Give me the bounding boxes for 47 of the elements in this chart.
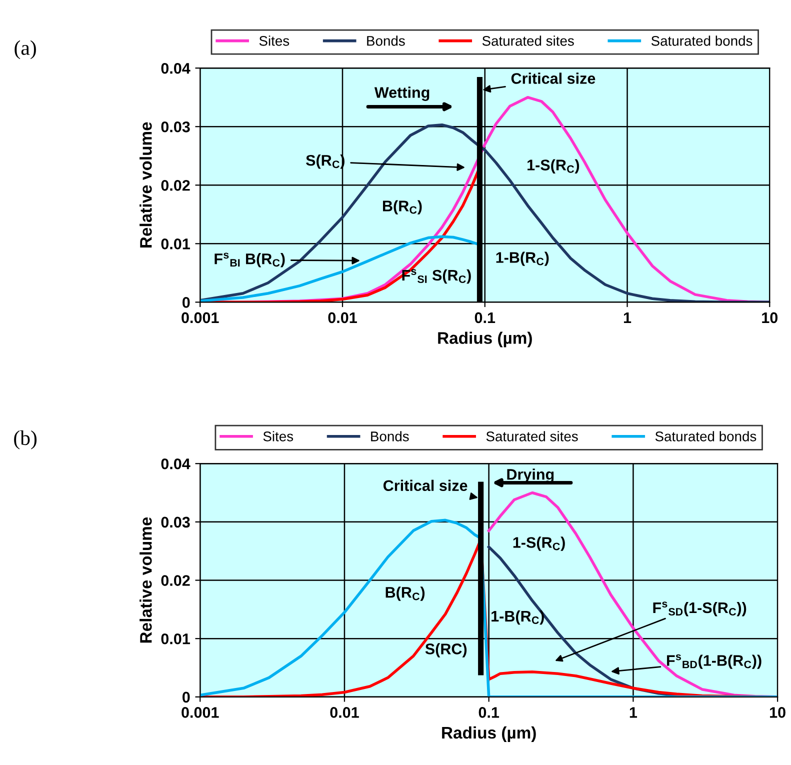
x-tick-label: 1 bbox=[624, 312, 632, 323]
y-tick-label: 0.03 bbox=[161, 516, 190, 528]
x-axis-title: Radius (µm) bbox=[438, 332, 532, 348]
annotation: Wetting bbox=[374, 86, 430, 101]
legend-label: Sites bbox=[263, 431, 294, 442]
x-tick-label: 0.001 bbox=[182, 312, 219, 324]
y-tick-label: 0 bbox=[182, 297, 190, 308]
x-tick-label: 10 bbox=[762, 312, 778, 324]
legend-label: Saturated sites bbox=[482, 36, 574, 46]
x-tick-label: 0.01 bbox=[330, 707, 359, 718]
annotation: F$^{s}$$_{SD}$(1-S(R$_{C}$)) bbox=[653, 602, 746, 616]
y-tick-label: 0.04 bbox=[161, 458, 190, 470]
ref-line-label: Critical size bbox=[511, 72, 596, 84]
annotation: B(R$_{C}$) bbox=[386, 586, 425, 601]
legend-label: Sites bbox=[259, 36, 290, 46]
y-axis-title: Relative volume bbox=[140, 517, 152, 643]
text: (a) bbox=[14, 40, 36, 60]
annotation: F$^{s}$$_{BI}$ B(R$_{C}$) bbox=[214, 252, 285, 268]
legend-label: Saturated bonds bbox=[651, 36, 752, 46]
y-tick-label: 0.01 bbox=[161, 238, 190, 250]
y-tick-label: 0.02 bbox=[161, 575, 190, 586]
text: (b) bbox=[14, 430, 37, 450]
annotation: B(R$_{C}$) bbox=[383, 200, 422, 214]
x-tick-label: 0.01 bbox=[328, 312, 357, 324]
y-tick-label: 0 bbox=[182, 692, 190, 703]
ref-line-label: Critical size bbox=[383, 480, 468, 492]
y-tick-label: 0.01 bbox=[161, 633, 190, 644]
y-axis-title: Relative volume bbox=[140, 122, 152, 248]
y-tick-label: 0.03 bbox=[161, 121, 190, 132]
x-axis-title: Radius (µm) bbox=[442, 726, 536, 742]
annotation: S(RC) bbox=[425, 643, 467, 658]
annotation: 1-B(R$_{C}$) bbox=[492, 610, 544, 625]
legend-label: Saturated sites bbox=[486, 431, 578, 442]
annotation: 1-S(R$_{C}$) bbox=[513, 536, 565, 551]
x-tick-label: 0.001 bbox=[182, 707, 219, 718]
annotation: 1-S(R$_{C}$) bbox=[528, 159, 580, 174]
legend-label: Saturated bonds bbox=[655, 431, 756, 442]
y-tick-label: 0.04 bbox=[161, 62, 190, 74]
x-tick-label: 0.1 bbox=[478, 707, 500, 718]
legend-label: Bonds bbox=[367, 36, 405, 46]
y-tick-label: 0.02 bbox=[161, 180, 190, 191]
legend-label: Bonds bbox=[371, 431, 409, 442]
x-tick-label: 1 bbox=[630, 707, 638, 718]
x-tick-label: 10 bbox=[770, 707, 786, 718]
x-tick-label: 0.1 bbox=[474, 312, 496, 324]
annotation: 1-B(R$_{C}$) bbox=[496, 252, 549, 266]
annotation: F$^{s}$$_{BD}$(1-B(R$_{C}$)) bbox=[667, 654, 762, 669]
